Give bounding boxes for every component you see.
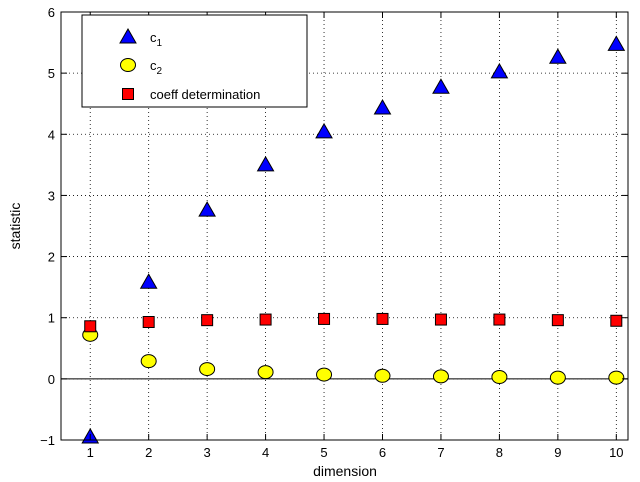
point-c2 xyxy=(140,354,157,369)
point-coeff-determination xyxy=(142,315,155,328)
legend-marker-c1 xyxy=(119,27,137,44)
legend-label-coeff-determination: coeff determination xyxy=(150,87,260,102)
point-c1 xyxy=(256,155,275,172)
point-c2 xyxy=(549,370,566,385)
point-c2 xyxy=(257,365,274,380)
point-c1 xyxy=(432,78,450,94)
legend-label-main: c xyxy=(150,58,157,73)
point-coeff-determination xyxy=(318,312,331,325)
point-c2 xyxy=(316,367,333,382)
y-tick-label: 3 xyxy=(48,188,55,203)
point-coeff-determination xyxy=(610,314,623,327)
point-c2 xyxy=(491,370,508,385)
x-tick-label: 6 xyxy=(379,445,386,460)
data-points xyxy=(81,35,626,444)
x-tick-label: 10 xyxy=(609,445,623,460)
y-tick-label: 0 xyxy=(48,372,55,387)
legend-label-c2: c2 xyxy=(150,58,163,77)
legend-label-subscript: 1 xyxy=(157,38,163,49)
y-tick-label: 1 xyxy=(48,311,55,326)
point-coeff-determination xyxy=(376,312,389,325)
x-tick-label: 2 xyxy=(145,445,152,460)
legend-label-main: coeff determination xyxy=(150,87,260,102)
point-c2 xyxy=(374,368,391,383)
x-tick-label: 9 xyxy=(554,445,561,460)
point-coeff-determination xyxy=(551,314,564,327)
x-tick-label: 4 xyxy=(262,445,269,460)
point-c1 xyxy=(490,62,509,79)
point-c1 xyxy=(198,201,216,217)
point-coeff-determination xyxy=(201,314,214,327)
legend-label-c1: c1 xyxy=(150,30,163,49)
x-axis-label: dimension xyxy=(313,463,377,479)
point-c2 xyxy=(199,362,216,377)
point-coeff-determination xyxy=(434,313,447,326)
legend-marker-c2 xyxy=(120,58,136,72)
y-tick-label: −1 xyxy=(40,433,55,448)
point-c2 xyxy=(432,369,449,384)
point-coeff-determination xyxy=(259,313,272,326)
point-c1 xyxy=(139,273,158,289)
y-axis-label: statistic xyxy=(7,203,23,250)
legend-label-main: c xyxy=(150,30,157,45)
point-c1 xyxy=(548,48,567,64)
point-c1 xyxy=(373,98,392,115)
x-tick-label: 5 xyxy=(320,445,327,460)
x-tick-label: 7 xyxy=(437,445,444,460)
point-c1 xyxy=(607,35,626,51)
x-tick-label: 8 xyxy=(496,445,503,460)
point-c2 xyxy=(608,370,625,385)
x-tick-label: 1 xyxy=(87,445,94,460)
y-tick-label: 4 xyxy=(48,127,55,142)
x-tick-label: 3 xyxy=(204,445,211,460)
y-tick-label: 5 xyxy=(48,66,55,81)
point-coeff-determination xyxy=(84,320,97,333)
plot-frame xyxy=(60,11,629,441)
y-tick-label: 6 xyxy=(48,5,55,20)
point-c1 xyxy=(315,122,333,139)
legend-box xyxy=(81,14,308,108)
legend-label-subscript: 2 xyxy=(157,66,163,77)
y-tick-label: 2 xyxy=(48,250,55,265)
ticks: 1 2 3 4 5 6 7 8 9 10 −1 0 1 2 3 4 5 6 xyxy=(40,5,628,460)
point-coeff-determination xyxy=(493,313,506,326)
legend-marker-coeff-determination xyxy=(122,88,134,100)
